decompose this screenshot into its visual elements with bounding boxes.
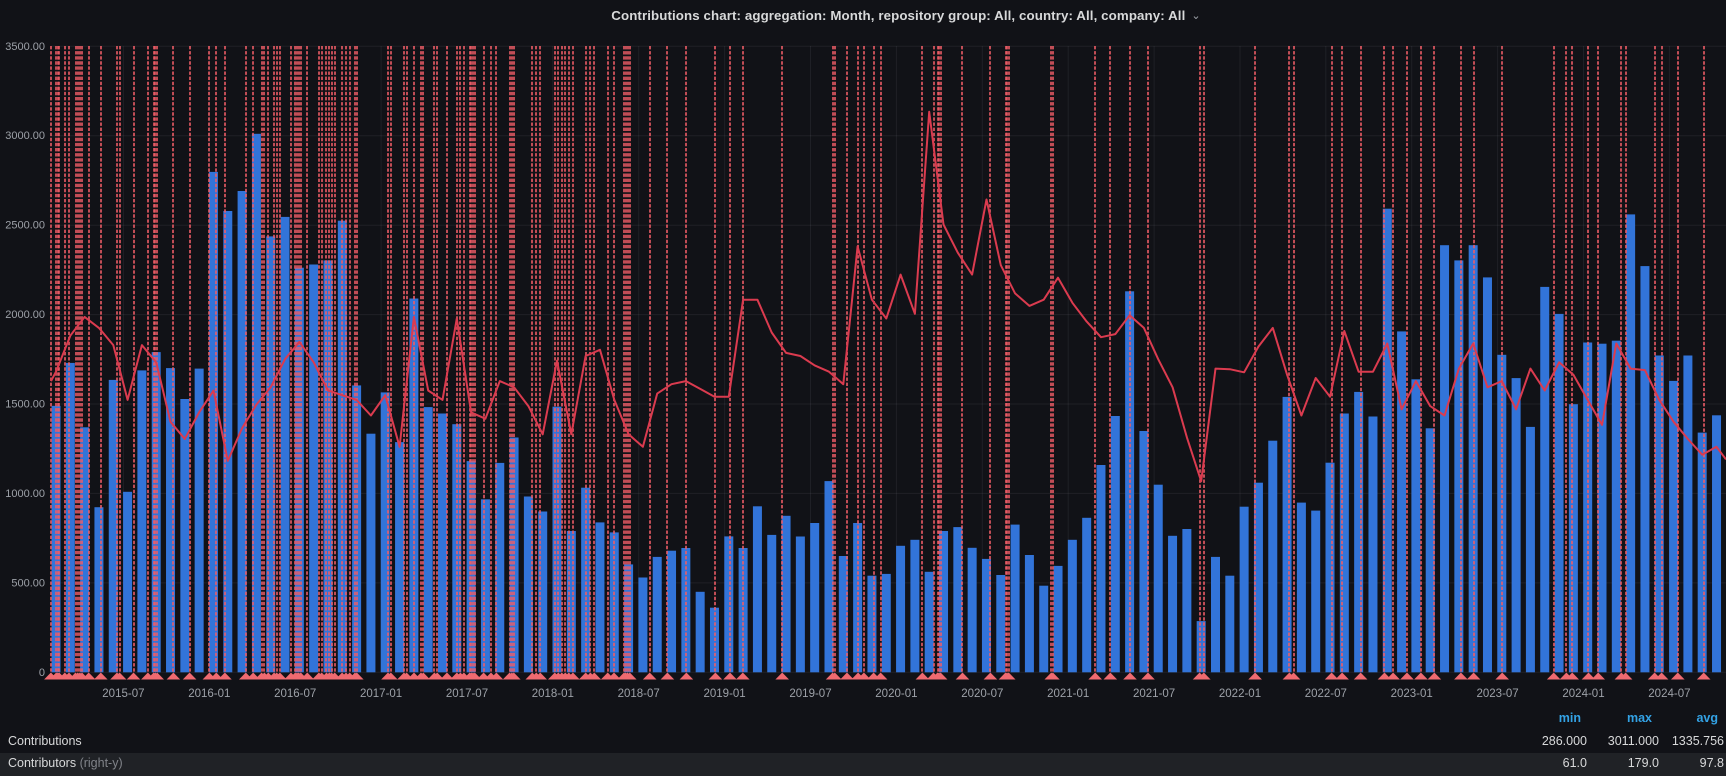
svg-text:2018-07: 2018-07 bbox=[618, 688, 660, 700]
svg-text:500.00: 500.00 bbox=[11, 577, 45, 589]
svg-text:2018-01: 2018-01 bbox=[532, 688, 574, 700]
svg-text:3000.00: 3000.00 bbox=[5, 130, 45, 142]
svg-text:2020-01: 2020-01 bbox=[875, 688, 917, 700]
svg-text:2022-01: 2022-01 bbox=[1219, 688, 1261, 700]
svg-text:2020-07: 2020-07 bbox=[961, 688, 1003, 700]
svg-text:2023-07: 2023-07 bbox=[1476, 688, 1518, 700]
svg-text:2016-01: 2016-01 bbox=[188, 688, 230, 700]
svg-text:2023-01: 2023-01 bbox=[1391, 688, 1433, 700]
svg-text:2024-07: 2024-07 bbox=[1648, 688, 1690, 700]
svg-text:2015-07: 2015-07 bbox=[102, 688, 144, 700]
svg-text:3500.00: 3500.00 bbox=[5, 41, 45, 53]
svg-text:1500.00: 1500.00 bbox=[5, 399, 45, 411]
svg-text:2019-07: 2019-07 bbox=[789, 688, 831, 700]
svg-text:2024-01: 2024-01 bbox=[1562, 688, 1604, 700]
svg-text:2022-07: 2022-07 bbox=[1305, 688, 1347, 700]
svg-text:2019-01: 2019-01 bbox=[703, 688, 745, 700]
svg-text:2017-01: 2017-01 bbox=[360, 688, 402, 700]
svg-text:2021-01: 2021-01 bbox=[1047, 688, 1089, 700]
svg-text:0: 0 bbox=[39, 667, 45, 679]
svg-text:2000.00: 2000.00 bbox=[5, 309, 45, 321]
svg-text:2016-07: 2016-07 bbox=[274, 688, 316, 700]
svg-text:2500.00: 2500.00 bbox=[5, 220, 45, 232]
svg-text:1000.00: 1000.00 bbox=[5, 488, 45, 500]
svg-text:2021-07: 2021-07 bbox=[1133, 688, 1175, 700]
svg-text:2017-07: 2017-07 bbox=[446, 688, 488, 700]
